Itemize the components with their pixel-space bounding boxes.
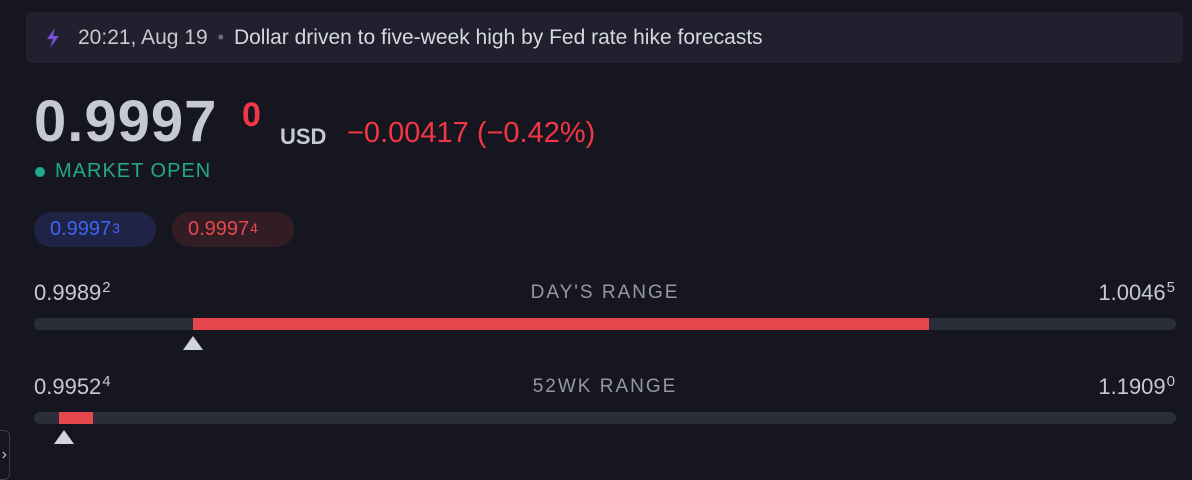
days-range-label: DAY'S RANGE (530, 282, 680, 303)
news-headline-banner[interactable]: 20:21, Aug 19 • Dollar driven to five-we… (26, 12, 1183, 63)
week52-range-track (34, 412, 1176, 424)
days-range-high-pipette: 5 (1166, 279, 1175, 296)
days-range-low-value: 0.9989 (34, 280, 102, 305)
side-panel-toggle[interactable]: › (0, 430, 10, 480)
ask-price: 0.9997 (188, 218, 250, 240)
market-status-label: MARKET OPEN (55, 160, 212, 182)
price-currency: USD (280, 124, 327, 149)
week52-range-low-value: 0.9952 (34, 374, 102, 399)
days-range-high: 1.00465 (1098, 279, 1175, 306)
chevron-right-icon: › (1, 446, 7, 463)
week52-range-high-value: 1.1909 (1098, 374, 1166, 399)
bid-price-badge[interactable]: 0.9997 3 (34, 212, 156, 247)
days-range-fill (192, 318, 930, 330)
price-change: −0.00417 (−0.42%) (347, 117, 596, 149)
week52-range-fill (59, 412, 94, 424)
week52-range-high-pipette: 0 (1166, 373, 1175, 390)
days-range-track (34, 318, 1176, 330)
week52-range-current-marker (53, 430, 74, 444)
week52-range-low: 0.99524 (34, 373, 111, 400)
last-price: 0.9997 (34, 89, 218, 154)
days-range-current-marker (182, 336, 203, 350)
days-range-high-value: 1.0046 (1098, 280, 1166, 305)
lightning-icon (44, 27, 62, 49)
last-price-pipette: 0 (242, 96, 261, 134)
market-status: MARKET OPEN (35, 160, 211, 183)
news-separator: • (217, 27, 224, 47)
ask-price-pipette: 4 (250, 219, 258, 236)
market-open-dot (35, 166, 45, 177)
ask-price-badge[interactable]: 0.9997 4 (172, 212, 294, 247)
news-headline-text[interactable]: Dollar driven to five-week high by Fed r… (233, 25, 763, 49)
bid-price: 0.9997 (50, 218, 112, 240)
week52-range-low-pipette: 4 (102, 373, 111, 390)
days-range-low-pipette: 2 (102, 279, 111, 296)
bid-price-pipette: 3 (112, 219, 120, 236)
news-time: 20:21, Aug 19 (78, 25, 208, 49)
days-range-low: 0.99892 (34, 279, 111, 306)
week52-range-label: 52WK RANGE (532, 376, 678, 397)
week52-range-high: 1.19090 (1098, 373, 1175, 400)
